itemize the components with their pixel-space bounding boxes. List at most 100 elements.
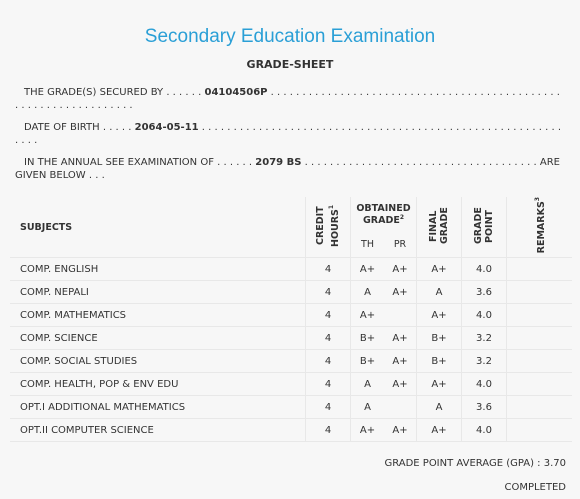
credit-hours: 4 xyxy=(324,309,332,321)
row: OPT.II COMPUTER SCIENCE 4 A+ A+ A+ 4.0 xyxy=(10,418,572,442)
credit-hours: 4 xyxy=(324,263,332,275)
grade-pr: A+ xyxy=(392,263,408,275)
grade-th: A+ xyxy=(359,424,376,436)
grade-point: 4.0 xyxy=(476,309,492,321)
grade-pr: A+ xyxy=(392,424,408,436)
cell: COMP. SOCIAL STUDIES xyxy=(10,349,306,373)
cell: COMP. MATHEMATICS xyxy=(10,303,306,327)
header-final: FINAL GRADE xyxy=(428,207,450,244)
row: COMP. MATHEMATICS 4 A+ A+ 4.0 xyxy=(10,303,572,327)
info-value: 2079 BS xyxy=(255,157,302,168)
final-grade: A+ xyxy=(431,263,447,275)
grade-point: 4.0 xyxy=(476,424,492,436)
subject: COMP. SCIENCE xyxy=(20,332,98,344)
header-sup: 2 xyxy=(399,214,405,222)
cell: A+ xyxy=(416,257,462,281)
cell: A xyxy=(416,395,462,419)
grade-table: SUBJECTS CREDIT HOURS1 OBTAINED GRADE2 F… xyxy=(10,197,572,442)
subject: OPT.I ADDITIONAL MATHEMATICS xyxy=(20,401,186,413)
credit-hours: 4 xyxy=(324,355,332,367)
header-cell: CREDIT HOURS1 xyxy=(305,196,351,258)
cell: A+ xyxy=(384,349,417,373)
cell xyxy=(384,303,417,327)
row: COMP. HEALTH, POP & ENV EDU 4 A A+ A+ 4.0 xyxy=(10,372,572,396)
header-pr: PR xyxy=(393,239,407,251)
cell: 3.2 xyxy=(461,326,507,350)
info-suffix: . . . . . . . . . . . . . . . . . . . . … xyxy=(15,157,560,181)
grade-pr: A+ xyxy=(392,355,408,367)
cell: 4.0 xyxy=(461,303,507,327)
subject: OPT.II COMPUTER SCIENCE xyxy=(20,424,154,436)
header-text: REMARKS xyxy=(536,201,548,254)
cell: COMP. ENGLISH xyxy=(10,257,306,281)
cell: A+ xyxy=(350,257,384,281)
cell: A+ xyxy=(416,372,462,396)
cell: A+ xyxy=(350,303,384,327)
cell: 4 xyxy=(305,372,351,396)
row: COMP. ENGLISH 4 A+ A+ A+ 4.0 xyxy=(10,257,572,281)
header-gp: GRADE POINT xyxy=(473,207,495,244)
cell: B+ xyxy=(416,326,462,350)
cell: 3.2 xyxy=(461,349,507,373)
cell: 4 xyxy=(305,418,351,442)
header-cell: OBTAINED GRADE2 xyxy=(350,197,417,233)
header-credit: CREDIT HOURS1 xyxy=(315,196,341,256)
subject: COMP. SOCIAL STUDIES xyxy=(20,355,138,367)
header-subjects: SUBJECTS xyxy=(20,221,73,233)
header-cell: FINAL GRADE xyxy=(416,197,462,258)
cell: OPT.I ADDITIONAL MATHEMATICS xyxy=(10,395,306,419)
cell: B+ xyxy=(350,349,384,373)
final-grade: A xyxy=(435,401,443,413)
cell: 4.0 xyxy=(461,372,507,396)
info-suffix: . . . . . . . . . . . . . . . . . . . . … xyxy=(15,122,561,146)
cell: COMP. SCIENCE xyxy=(10,326,306,350)
grade-th: A xyxy=(364,286,371,298)
info-line: THE GRADE(S) SECURED BY . . . . . . 0410… xyxy=(15,86,565,112)
grade-point: 3.6 xyxy=(476,286,492,298)
grade-th: A+ xyxy=(359,263,376,275)
gpa-label: GRADE POINT AVERAGE (GPA) : xyxy=(384,458,541,469)
cell: OPT.II COMPUTER SCIENCE xyxy=(10,418,306,442)
credit-hours: 4 xyxy=(324,424,332,436)
grade-th: A xyxy=(364,378,371,390)
cell: A xyxy=(350,280,384,304)
subtitle: GRADE-SHEET xyxy=(246,58,334,71)
credit-hours: 4 xyxy=(324,286,332,298)
grade-point: 3.6 xyxy=(476,401,492,413)
grade-th: A xyxy=(364,401,371,413)
title: Secondary Education Examination xyxy=(144,26,436,47)
grade-point: 3.2 xyxy=(476,355,492,367)
cell: 4 xyxy=(305,280,351,304)
cell: A+ xyxy=(384,418,417,442)
cell: A+ xyxy=(384,326,417,350)
cell: 4 xyxy=(305,349,351,373)
header-obtained: OBTAINED GRADE xyxy=(356,203,411,227)
info-prefix: THE GRADE(S) SECURED BY . . . . . . xyxy=(24,87,202,98)
cell: A xyxy=(350,372,384,396)
cell: B+ xyxy=(416,349,462,373)
info-line: DATE OF BIRTH . . . . . 2064-05-11 . . .… xyxy=(15,121,565,147)
cell xyxy=(506,395,572,419)
cell xyxy=(506,303,572,327)
grade-th: B+ xyxy=(359,332,376,344)
grade-th: A+ xyxy=(359,309,376,321)
cell: B+ xyxy=(350,326,384,350)
header-cell: GRADE POINT xyxy=(461,197,507,258)
cell: 4 xyxy=(305,257,351,281)
cell: 4.0 xyxy=(461,257,507,281)
cell xyxy=(506,349,572,373)
info-line: IN THE ANNUAL SEE EXAMINATION OF . . . .… xyxy=(15,156,565,182)
grade-pr: A+ xyxy=(392,332,408,344)
grade-th: B+ xyxy=(359,355,376,367)
cell: A+ xyxy=(416,303,462,327)
cell: A+ xyxy=(384,280,417,304)
cell: A+ xyxy=(416,418,462,442)
row: OPT.I ADDITIONAL MATHEMATICS 4 A A 3.6 xyxy=(10,395,572,419)
header-cell: SUBJECTS xyxy=(10,197,306,258)
final-grade: A+ xyxy=(431,378,447,390)
info-value: 2064-05-11 xyxy=(134,122,199,133)
grade-pr: A+ xyxy=(392,286,408,298)
final-grade: B+ xyxy=(431,332,447,344)
grade-point: 4.0 xyxy=(476,378,492,390)
header-text: CREDIT HOURS xyxy=(314,206,342,247)
